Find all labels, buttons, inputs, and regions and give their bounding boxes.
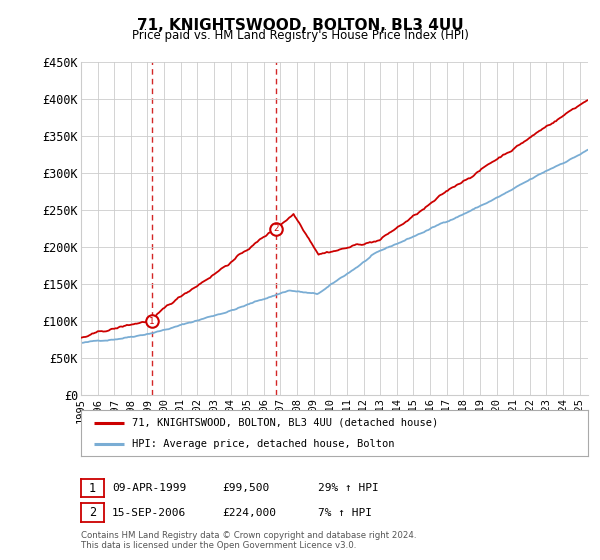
Text: Contains HM Land Registry data © Crown copyright and database right 2024.
This d: Contains HM Land Registry data © Crown c… — [81, 531, 416, 550]
Text: 2: 2 — [89, 506, 96, 519]
Text: 71, KNIGHTSWOOD, BOLTON, BL3 4UU (detached house): 71, KNIGHTSWOOD, BOLTON, BL3 4UU (detach… — [132, 418, 438, 428]
Text: 2: 2 — [273, 225, 278, 234]
Text: 7% ↑ HPI: 7% ↑ HPI — [318, 508, 372, 517]
Text: 29% ↑ HPI: 29% ↑ HPI — [318, 483, 379, 493]
Text: 15-SEP-2006: 15-SEP-2006 — [112, 508, 187, 517]
Text: 1: 1 — [89, 482, 96, 494]
Text: £99,500: £99,500 — [222, 483, 269, 493]
Text: 71, KNIGHTSWOOD, BOLTON, BL3 4UU: 71, KNIGHTSWOOD, BOLTON, BL3 4UU — [137, 18, 463, 33]
Text: 1: 1 — [149, 316, 155, 325]
Text: 09-APR-1999: 09-APR-1999 — [112, 483, 187, 493]
Text: Price paid vs. HM Land Registry's House Price Index (HPI): Price paid vs. HM Land Registry's House … — [131, 29, 469, 42]
Text: £224,000: £224,000 — [222, 508, 276, 517]
Text: HPI: Average price, detached house, Bolton: HPI: Average price, detached house, Bolt… — [132, 439, 394, 449]
